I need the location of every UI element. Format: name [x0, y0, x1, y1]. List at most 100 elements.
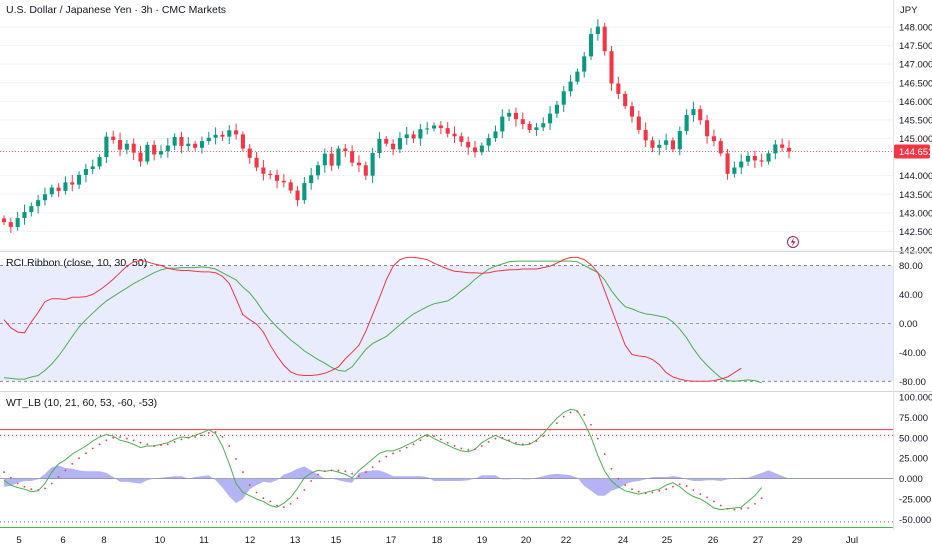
price-tick-label: 143.000	[899, 208, 932, 219]
wt2-point	[760, 497, 763, 500]
time-tick-label: 25	[662, 535, 673, 546]
candle	[411, 134, 416, 139]
candle	[363, 165, 368, 176]
candle	[670, 140, 676, 150]
wt-histogram	[4, 465, 789, 504]
wt2-point	[692, 489, 695, 491]
wt2-point	[160, 444, 162, 447]
price-tick-label: 147.500	[899, 41, 932, 52]
wt2-point	[528, 442, 531, 445]
wt2-point	[269, 500, 272, 503]
wt2-point	[310, 480, 313, 482]
grid-lines	[0, 26, 893, 251]
candle	[602, 26, 607, 52]
rci-tick-label: -80.00	[899, 377, 926, 388]
candle	[500, 116, 505, 132]
candle	[479, 145, 484, 153]
candle	[486, 138, 491, 146]
candle	[370, 152, 375, 176]
wt2-point	[85, 452, 87, 455]
candle	[780, 144, 785, 148]
wt-tick-label: 0.000	[899, 474, 923, 485]
candle	[759, 160, 764, 162]
wt2-point	[508, 439, 511, 442]
candle	[643, 129, 648, 141]
candle	[172, 137, 177, 146]
price-axis[interactable]: 148.000 147.500 147.000 146.500 146.000 145.5…	[899, 23, 932, 257]
candle	[520, 119, 525, 125]
wt2-point	[426, 435, 429, 438]
time-axis[interactable]: 5 6 8 10 11 12 13 15 17 18 19 20 22 24 25 26 27 29 Jul	[16, 535, 858, 546]
time-tick-label: 15	[331, 535, 342, 546]
candle	[691, 109, 696, 116]
candle	[15, 218, 20, 227]
wt2-point	[596, 437, 599, 440]
wt2-point	[330, 469, 333, 472]
candle	[268, 173, 273, 175]
wt2-point	[255, 491, 258, 494]
wt2-point	[187, 436, 190, 439]
wt2-point	[747, 507, 749, 509]
wt2-point	[57, 476, 60, 478]
wt-tick-label: 50.000	[899, 433, 928, 444]
wt2-point	[562, 415, 565, 418]
candle	[179, 137, 184, 146]
chart-title: U.S. Dollar / Japanese Yen · 3h · CMC Ma…	[6, 4, 226, 16]
wt2-point	[617, 477, 620, 480]
rci-axis[interactable]: 80.00 40.00 0.00 -40.00 -80.00	[899, 261, 926, 388]
candle	[438, 125, 443, 129]
wt2-point	[358, 475, 360, 478]
wt2-point	[433, 435, 435, 438]
wt2-point	[91, 447, 94, 450]
wt2-point	[678, 483, 681, 486]
candle	[234, 130, 239, 135]
candle	[288, 182, 293, 191]
wt2-point	[631, 488, 633, 491]
rci-tick-label: -40.00	[899, 348, 926, 359]
rci-fast-line	[3, 256, 742, 382]
wt2-point	[753, 502, 756, 505]
wt2-point	[364, 471, 367, 473]
candle	[384, 138, 389, 144]
last-price-label: 144.651	[899, 147, 932, 158]
wt2-point	[235, 458, 237, 460]
candle	[472, 147, 478, 153]
rci-band	[0, 265, 893, 382]
wt2-point	[405, 446, 408, 449]
wt2-point	[351, 472, 354, 475]
wt2-point	[282, 506, 285, 509]
candle	[664, 140, 669, 145]
candle	[199, 141, 205, 148]
candle	[616, 83, 621, 94]
wt2-point	[276, 504, 278, 507]
wt2-point	[658, 489, 661, 492]
candle	[111, 136, 116, 140]
wt2-point	[460, 447, 463, 450]
wt2-point	[419, 439, 422, 442]
lightning-icon[interactable]	[787, 236, 799, 248]
wt2-point	[569, 411, 572, 414]
candle	[90, 166, 95, 169]
price-tick-label: 145.500	[899, 115, 932, 126]
wt2-point	[399, 449, 401, 452]
candle	[186, 143, 191, 146]
candle	[295, 190, 300, 201]
candles[interactable]	[1, 19, 792, 233]
candle	[350, 151, 355, 163]
price-tick-label: 144.000	[899, 171, 932, 182]
candle	[315, 165, 321, 176]
candle	[56, 187, 61, 191]
wt2-point	[23, 485, 26, 488]
wt2-point	[556, 422, 558, 425]
wt2-dots	[3, 410, 763, 511]
candle	[302, 183, 307, 201]
candle	[595, 26, 600, 35]
candle	[554, 104, 559, 114]
wt2-point	[637, 490, 640, 493]
candle	[718, 141, 723, 154]
wt2-point	[180, 438, 183, 441]
last-price-badge	[894, 144, 930, 159]
candle	[513, 112, 519, 120]
wt-axis[interactable]: 100.000 75.000 50.000 25.000 0.000 -25.000 -50…	[899, 393, 932, 526]
